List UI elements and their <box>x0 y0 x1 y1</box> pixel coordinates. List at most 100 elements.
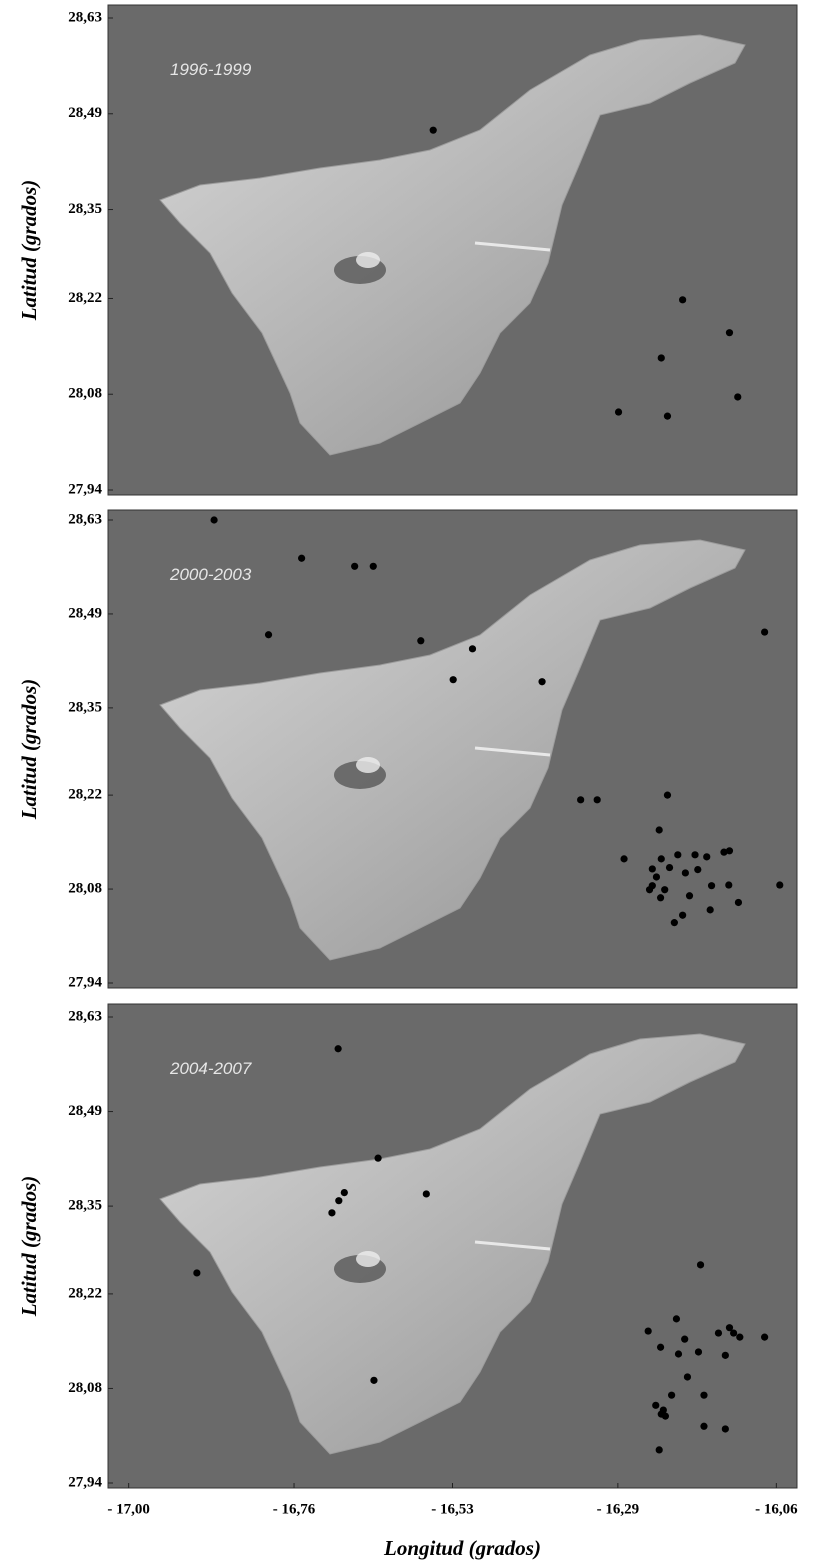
epicenter <box>703 853 710 860</box>
y-tick-label: 27,94 <box>68 974 102 990</box>
epicenter <box>450 676 457 683</box>
epicenter <box>674 851 681 858</box>
epicenter <box>666 864 673 871</box>
epicenter <box>341 1189 348 1196</box>
epicenter <box>594 796 601 803</box>
y-tick-label: 28,49 <box>68 1103 102 1119</box>
epicenter <box>620 855 627 862</box>
x-axis-label: Longitud (grados) <box>383 1536 541 1560</box>
y-tick-label: 28,08 <box>68 386 102 402</box>
epicenter <box>657 894 664 901</box>
epicenter <box>730 1329 737 1336</box>
epicenter <box>761 1334 768 1341</box>
epicenter <box>298 555 305 562</box>
epicenter <box>673 1315 680 1322</box>
epicenter <box>658 354 665 361</box>
y-tick-label: 28,35 <box>68 201 102 217</box>
y-tick-label: 28,22 <box>68 1285 102 1301</box>
epicenter <box>682 869 689 876</box>
y-tick-label: 28,49 <box>68 605 102 621</box>
y-tick-label: 28,49 <box>68 105 102 121</box>
epicenter <box>615 408 622 415</box>
y-tick-label: 28,63 <box>68 1008 102 1024</box>
epicenter <box>726 329 733 336</box>
epicenter <box>211 516 218 523</box>
epicenter <box>675 1350 682 1357</box>
epicenter <box>430 127 437 134</box>
y-tick-label: 28,22 <box>68 787 102 803</box>
epicenter <box>694 866 701 873</box>
period-label: 1996-1999 <box>170 60 252 79</box>
y-tick-label: 28,63 <box>68 511 102 527</box>
epicenter <box>374 1155 381 1162</box>
epicenter <box>351 563 358 570</box>
figure: 1996-1999 28,63 28,49 28,35 28,22 28,08 27,94 L… <box>0 0 822 1566</box>
epicenter <box>776 881 783 888</box>
epicenter <box>684 1373 691 1380</box>
epicenter <box>662 1413 669 1420</box>
x-tick-label: - 17,00 <box>107 1501 150 1517</box>
epicenter <box>335 1045 342 1052</box>
epicenter <box>370 1377 377 1384</box>
epicenter <box>761 628 768 635</box>
x-tick-label: - 16,53 <box>431 1501 474 1517</box>
epicenter <box>697 1261 704 1268</box>
epicenter <box>653 873 660 880</box>
y-axis-label: Latitud (grados) <box>17 180 41 322</box>
epicenter <box>658 855 665 862</box>
epicenter <box>661 886 668 893</box>
y-tick-label: 28,08 <box>68 1380 102 1396</box>
x-tick-label: - 16,29 <box>597 1501 640 1517</box>
epicenter <box>707 906 714 913</box>
epicenter <box>664 413 671 420</box>
epicenter <box>370 563 377 570</box>
epicenter <box>708 882 715 889</box>
epicenter <box>715 1329 722 1336</box>
epicenter <box>726 847 733 854</box>
epicenter <box>691 851 698 858</box>
panels: 1996-1999 28,63 28,49 28,35 28,22 28,08 27,94 L… <box>17 5 798 1560</box>
epicenter <box>538 678 545 685</box>
epicenter <box>652 1402 659 1409</box>
y-tick-label: 27,94 <box>68 1474 102 1490</box>
epicenter <box>664 792 671 799</box>
epicenter <box>686 892 693 899</box>
y-tick-label: 28,63 <box>68 9 102 25</box>
epicenter <box>735 899 742 906</box>
epicenter <box>700 1392 707 1399</box>
epicenter <box>734 393 741 400</box>
epicenter <box>657 1344 664 1351</box>
x-tick-label: - 16,06 <box>755 1501 798 1517</box>
epicenter <box>671 919 678 926</box>
epicenter <box>736 1334 743 1341</box>
x-tick-label: - 16,76 <box>273 1501 316 1517</box>
y-tick-label: 28,35 <box>68 1198 102 1214</box>
epicenter <box>335 1197 342 1204</box>
epicenter <box>649 865 656 872</box>
epicenter <box>679 912 686 919</box>
epicenter <box>423 1190 430 1197</box>
y-tick-label: 28,35 <box>68 699 102 715</box>
epicenter <box>679 296 686 303</box>
epicenter <box>577 796 584 803</box>
epicenter <box>646 886 653 893</box>
period-label: 2000-2003 <box>169 565 252 584</box>
y-tick-label: 28,22 <box>68 290 102 306</box>
epicenter <box>265 631 272 638</box>
y-tick-label: 27,94 <box>68 481 102 497</box>
period-label: 2004-2007 <box>169 1059 252 1078</box>
y-axis-label: Latitud (grados) <box>17 1176 41 1318</box>
epicenter <box>645 1327 652 1334</box>
epicenter <box>656 826 663 833</box>
epicenter <box>681 1336 688 1343</box>
epicenter <box>469 645 476 652</box>
epicenter <box>328 1209 335 1216</box>
epicenter <box>722 1352 729 1359</box>
y-tick-label: 28,08 <box>68 880 102 896</box>
epicenter <box>656 1446 663 1453</box>
epicenter <box>417 637 424 644</box>
epicenter <box>722 1425 729 1432</box>
epicenter <box>695 1348 702 1355</box>
epicenter <box>668 1392 675 1399</box>
y-axis-label: Latitud (grados) <box>17 679 41 821</box>
